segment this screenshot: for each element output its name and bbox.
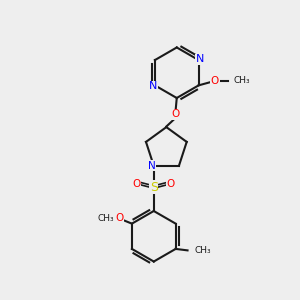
Text: CH₃: CH₃	[234, 76, 250, 85]
Text: CH₃: CH₃	[195, 246, 211, 255]
Text: O: O	[167, 179, 175, 189]
Text: CH₃: CH₃	[98, 214, 114, 224]
Text: O: O	[115, 213, 124, 223]
Text: S: S	[150, 181, 158, 194]
Text: N: N	[196, 54, 204, 64]
Text: O: O	[133, 179, 141, 189]
Text: O: O	[171, 109, 179, 119]
Text: N: N	[149, 81, 158, 91]
Text: O: O	[211, 76, 219, 86]
Text: N: N	[148, 161, 155, 171]
